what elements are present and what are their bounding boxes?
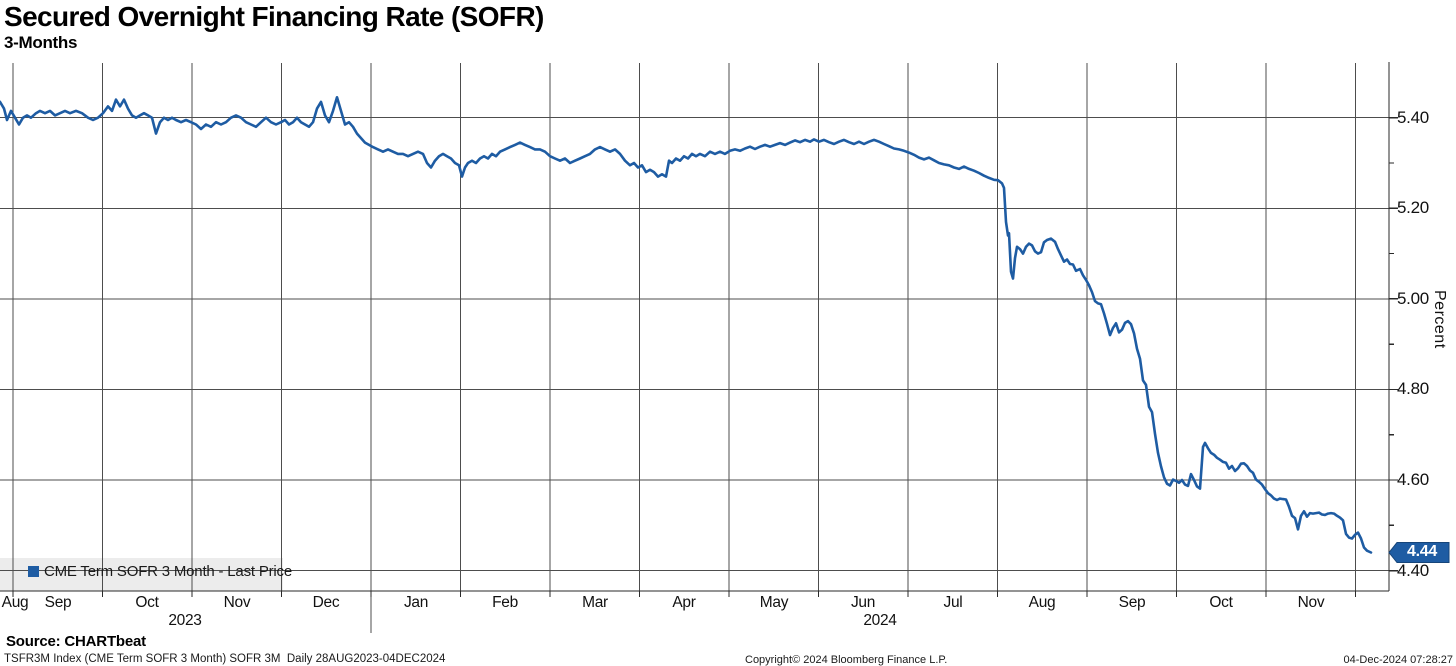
- legend-marker-icon: [28, 565, 39, 577]
- legend-series-label: CME Term SOFR 3 Month - Last Price: [44, 562, 292, 580]
- ticker-description: TSFR3M Index (CME Term SOFR 3 Month) SOF…: [4, 653, 446, 665]
- y-axis-tick-label: 5.40: [1397, 108, 1429, 127]
- x-axis-month-label: Dec: [312, 594, 340, 611]
- y-axis-tick-label: 4.80: [1397, 379, 1429, 398]
- x-axis-month-label: Oct: [135, 594, 159, 611]
- source-label: Source: CHARTbeat: [6, 633, 146, 650]
- x-axis-month-label: Sep: [1118, 594, 1146, 611]
- page-subtitle: 3-Months: [4, 33, 78, 52]
- y-axis-tick-label: 4.40: [1397, 561, 1429, 580]
- x-axis-month-label: Sep: [44, 594, 72, 611]
- legend-box: [0, 558, 283, 591]
- x-axis-month-label: Jul: [943, 594, 963, 611]
- x-axis-month-label: Apr: [672, 594, 696, 611]
- x-axis-month-label: Oct: [1209, 594, 1233, 611]
- x-axis-year-label: 2024: [863, 612, 897, 629]
- sofr-price-line: [0, 96, 1373, 554]
- x-axis-month-label: Feb: [492, 594, 518, 611]
- x-axis-month-label: Nov: [223, 594, 251, 611]
- y-axis-tick-label: 5.20: [1397, 198, 1429, 217]
- legend[interactable]: CME Term SOFR 3 Month - Last Price: [28, 562, 292, 580]
- x-axis-month-label: Aug: [1, 594, 29, 611]
- y-axis-tick-label: 4.60: [1397, 470, 1429, 489]
- copyright-notice: Copyright© 2024 Bloomberg Finance L.P.: [745, 654, 948, 666]
- last-price-tag: [1388, 542, 1450, 564]
- page-title: Secured Overnight Financing Rate (SOFR): [4, 1, 544, 32]
- x-axis-month-label: May: [759, 594, 789, 611]
- y-axis-tick-label: 5.00: [1397, 289, 1429, 308]
- last-price-badge: 4.44: [1407, 543, 1437, 560]
- x-axis-month-label: Nov: [1297, 594, 1325, 611]
- x-axis-month-label: Aug: [1028, 594, 1056, 611]
- x-axis-month-label: Jan: [403, 594, 429, 611]
- x-axis-month-label: Mar: [582, 594, 608, 611]
- x-axis-month-label: Jun: [850, 594, 876, 611]
- y-axis-title: Percent: [1431, 290, 1448, 349]
- timestamp: 04-Dec-2024 07:28:27: [1343, 654, 1453, 666]
- x-axis-year-label: 2023: [168, 612, 202, 629]
